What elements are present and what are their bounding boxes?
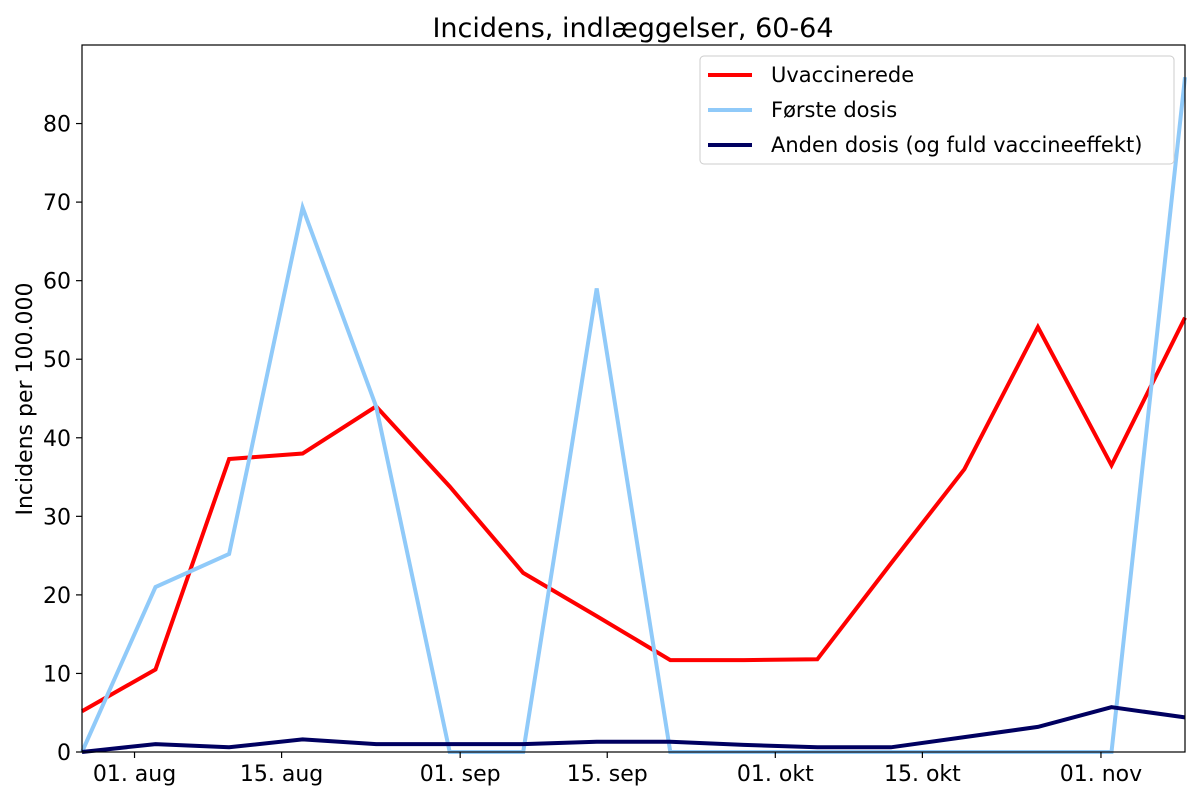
x-tick-label: 15. aug [240,762,323,787]
y-tick-label: 70 [43,191,71,216]
y-tick-label: 20 [43,584,71,609]
x-tick-label: 01. nov [1060,762,1142,787]
y-tick-label: 40 [43,427,71,452]
x-tick-label: 15. sep [567,762,648,787]
series-line-1 [80,76,1187,754]
y-axis-label: Incidens per 100.000 [13,282,38,515]
series-layer [80,76,1187,754]
y-tick-label: 30 [43,505,71,530]
series-line-2 [81,705,1186,754]
y-tick-label: 80 [43,113,71,138]
x-tick-label: 15. okt [884,762,961,787]
y-tick-label: 50 [43,348,71,373]
plot-frame [81,44,1186,753]
x-tick-label: 01. sep [420,762,501,787]
legend-label-0: Uvaccinerede [771,63,914,87]
legend: Uvaccinerede Første dosis Anden dosis (og … [699,55,1175,165]
y-tick-label: 0 [57,741,71,766]
y-tick-label: 60 [43,270,71,295]
legend-label-2: Anden dosis (og fuld vaccineeffekt) [771,133,1142,157]
ticks-layer: 0 10 20 30 40 50 60 70 80 01. aug 15. aug 01. sep 15… [43,113,1142,787]
legend-box [699,55,1175,165]
legend-label-1: Første dosis [771,98,897,122]
y-tick-label: 10 [43,662,71,687]
chart-title: Incidens, indlæggelser, 60-64 [432,13,833,44]
series-line-0 [81,316,1187,713]
x-tick-label: 01. aug [93,762,176,787]
x-tick-label: 01. okt [737,762,814,787]
